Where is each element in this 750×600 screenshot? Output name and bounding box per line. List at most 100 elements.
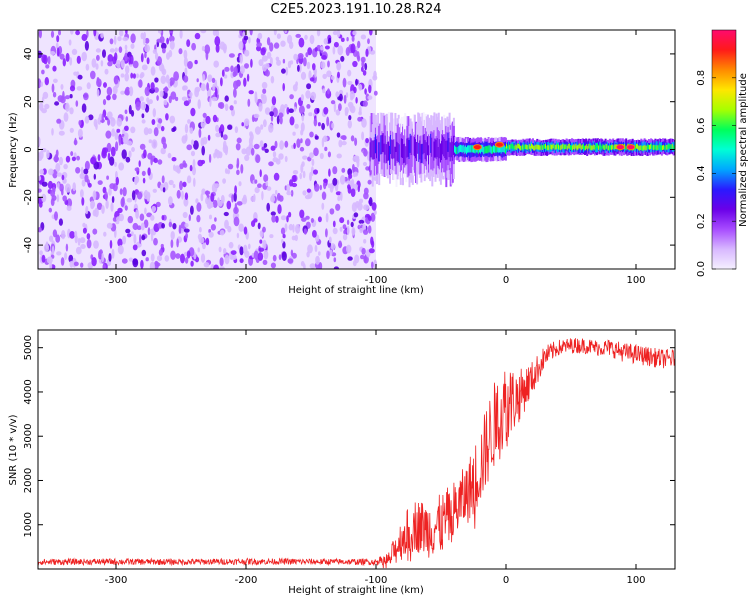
noise-cell xyxy=(264,107,271,115)
noise-cell xyxy=(318,251,321,256)
spectral-cell xyxy=(420,144,423,164)
noise-cell xyxy=(354,137,358,146)
noise-cell xyxy=(301,217,307,222)
noise-cell xyxy=(182,211,188,219)
noise-cell xyxy=(365,166,370,171)
noise-cell xyxy=(58,30,61,36)
noise-cell xyxy=(270,195,276,203)
noise-cell xyxy=(290,249,294,257)
noise-cell xyxy=(224,254,230,265)
noise-cell xyxy=(38,137,41,147)
noise-cell xyxy=(114,47,118,53)
noise-cell xyxy=(118,162,125,171)
noise-cell xyxy=(172,184,176,188)
noise-cell xyxy=(314,135,319,140)
noise-cell xyxy=(207,134,211,141)
spectral-cell xyxy=(604,145,607,151)
noise-cell xyxy=(373,70,377,79)
noise-cell xyxy=(57,182,60,189)
noise-cell xyxy=(118,46,123,53)
noise-cell xyxy=(298,37,305,48)
noise-cell xyxy=(41,254,46,263)
noise-cell xyxy=(297,53,304,59)
noise-cell xyxy=(314,47,318,52)
noise-cell xyxy=(278,254,282,260)
noise-cell xyxy=(262,259,268,265)
noise-cell xyxy=(233,100,237,105)
noise-cell xyxy=(163,99,168,106)
noise-cell xyxy=(322,73,328,80)
noise-cell xyxy=(90,200,96,209)
spectral-cell xyxy=(654,144,657,150)
spectral-cell xyxy=(454,145,456,153)
spectral-cell xyxy=(400,138,403,158)
noise-cell xyxy=(76,155,80,161)
noise-cell xyxy=(288,211,292,218)
noise-cell xyxy=(224,219,229,229)
noise-cell xyxy=(332,227,338,235)
noise-cell xyxy=(218,266,225,269)
noise-cell xyxy=(55,234,61,243)
colorbar: 0.0 0.2 0.4 0.6 0.8 Normalized spectral ampl… xyxy=(696,29,749,277)
spectral-cell xyxy=(529,145,532,151)
noise-cell xyxy=(310,91,317,101)
snr-panel: -300 -200 -100 0 100 1000 2000 3000 4000 5000 He… xyxy=(8,329,676,596)
noise-cell xyxy=(201,188,206,195)
spectral-cell xyxy=(381,134,384,154)
noise-cell xyxy=(104,68,109,75)
noise-cell xyxy=(263,119,267,128)
spectral-cell xyxy=(482,145,485,153)
noise-cell xyxy=(92,209,97,217)
noise-cell xyxy=(98,250,102,260)
noise-cell xyxy=(364,254,367,264)
noise-cell xyxy=(227,225,232,233)
noise-cell xyxy=(180,253,185,264)
noise-cell xyxy=(367,225,372,234)
noise-cell xyxy=(330,75,335,80)
spectral-cell xyxy=(666,144,669,150)
noise-cell xyxy=(157,159,163,165)
spectral-cell xyxy=(491,146,494,154)
noise-cell xyxy=(343,229,347,235)
spectral-cell xyxy=(599,144,602,149)
noise-cell xyxy=(337,45,344,56)
noise-cell xyxy=(95,122,98,130)
spectral-cell xyxy=(650,144,653,150)
spectral-cell xyxy=(605,144,608,149)
noise-cell xyxy=(100,60,104,67)
noise-cell xyxy=(322,135,328,143)
noise-cell xyxy=(153,237,158,246)
noise-cell xyxy=(61,230,66,240)
noise-cell xyxy=(131,231,134,237)
noise-cell xyxy=(147,227,151,236)
noise-cell xyxy=(200,30,207,34)
noise-cell xyxy=(212,199,218,208)
spectral-cell xyxy=(555,144,558,150)
noise-cell xyxy=(169,80,173,87)
spectral-cell xyxy=(588,143,591,149)
spectral-cell xyxy=(460,144,463,152)
noise-cell xyxy=(140,32,144,40)
noise-cell xyxy=(301,161,305,167)
noise-cell xyxy=(351,35,355,42)
noise-cell xyxy=(43,54,48,65)
noise-cell xyxy=(212,114,218,123)
noise-cell xyxy=(63,112,69,122)
snr-series-line xyxy=(38,338,675,569)
noise-cell xyxy=(213,60,219,68)
noise-cell xyxy=(161,68,167,76)
noise-cell xyxy=(144,207,147,215)
noise-cell xyxy=(342,233,348,241)
noise-cell xyxy=(367,95,373,100)
noise-cell xyxy=(111,128,116,137)
spectral-cell xyxy=(501,144,504,153)
noise-cell xyxy=(269,42,274,52)
noise-cell xyxy=(141,234,146,241)
noise-cell xyxy=(297,64,300,72)
noise-cell xyxy=(65,155,71,163)
noise-cell xyxy=(223,248,227,255)
spectral-cell xyxy=(500,146,503,154)
noise-cell xyxy=(85,63,90,71)
noise-cell xyxy=(126,233,132,238)
noise-cell xyxy=(178,48,183,55)
